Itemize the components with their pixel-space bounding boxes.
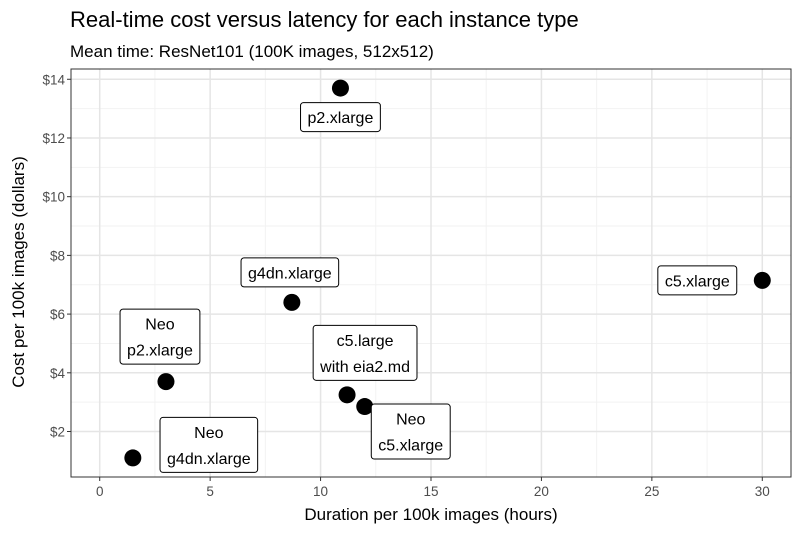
data-label-text: p2.xlarge: [127, 343, 193, 360]
y-tick-label: $4: [50, 366, 66, 381]
plot-area: 0 5 10 15 20 25 30 $2 $4 $6 $8 $10 $12 $14 p2.xlarge c5…: [42, 68, 792, 499]
data-label-box: [312, 324, 418, 381]
data-point: [338, 386, 356, 404]
data-label-text: g4dn.xlarge: [167, 451, 251, 468]
data-label-text: c5.xlarge: [378, 438, 443, 455]
data-point: [331, 79, 349, 97]
data-point: [157, 373, 175, 391]
data-label-text: p2.xlarge: [308, 110, 374, 127]
y-tick-label: $2: [50, 425, 65, 440]
x-axis-title: Duration per 100k images (hours): [304, 505, 557, 524]
data-label-text: Neo: [145, 317, 174, 334]
y-tick-label: $12: [42, 131, 65, 146]
data-label: p2.xlarge: [300, 102, 381, 133]
chart-subtitle: Mean time: ResNet101 (100K images, 512x5…: [70, 42, 434, 61]
data-label-box: [300, 102, 381, 133]
y-tick-label: $14: [42, 72, 65, 87]
x-tick-label: 15: [423, 484, 438, 499]
x-tick-label: 25: [644, 484, 659, 499]
chart-title: Real-time cost versus latency for each i…: [70, 7, 579, 32]
data-label: c5.large with eia2.md: [312, 324, 418, 381]
data-label-text: with eia2.md: [319, 359, 410, 376]
x-tick-label: 0: [96, 484, 104, 499]
data-label-text: c5.large: [337, 333, 394, 350]
y-tick-label: $10: [42, 190, 65, 205]
data-label-text: g4dn.xlarge: [248, 265, 332, 282]
x-tick-label: 10: [313, 484, 328, 499]
data-point: [283, 293, 301, 311]
data-label-box: [240, 257, 340, 288]
x-tick-label: 5: [206, 484, 214, 499]
x-tick-label: 30: [755, 484, 770, 499]
data-point: [124, 449, 142, 467]
data-label-box: [119, 308, 201, 365]
data-label: Neo g4dn.xlarge: [159, 416, 259, 473]
data-label: c5.xlarge: [657, 265, 738, 296]
data-label: Neo p2.xlarge: [119, 308, 201, 365]
data-label-box: [657, 265, 738, 296]
x-tick-label: 20: [534, 484, 549, 499]
data-point: [356, 398, 374, 416]
y-tick-label: $8: [50, 248, 65, 263]
data-label: g4dn.xlarge: [240, 257, 340, 288]
data-point: [753, 271, 771, 289]
data-label-text: Neo: [396, 412, 425, 429]
data-label-text: c5.xlarge: [665, 273, 730, 290]
y-tick-label: $6: [50, 307, 65, 322]
data-label: Neo c5.xlarge: [370, 403, 451, 460]
data-label-box: [370, 403, 451, 460]
data-label-box: [159, 416, 259, 473]
y-axis-title: Cost per 100k images (dollars): [9, 156, 28, 387]
data-label-text: Neo: [194, 425, 223, 442]
